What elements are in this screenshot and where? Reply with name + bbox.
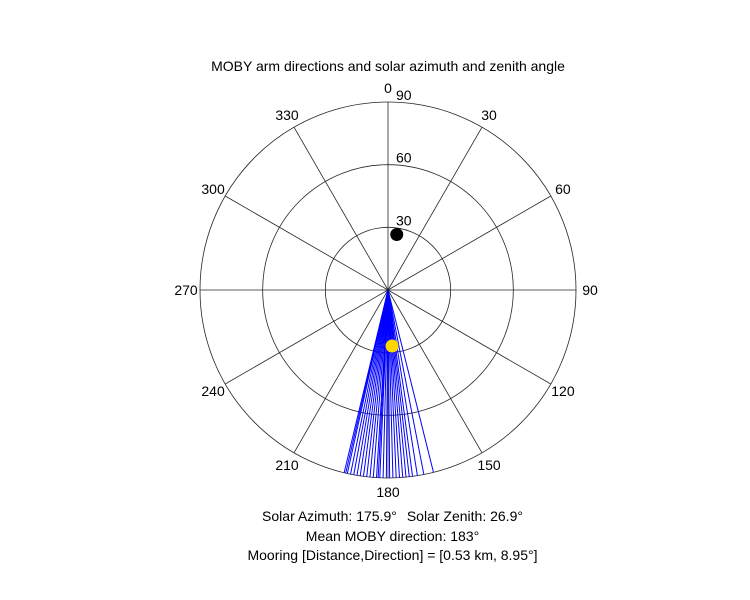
- solar-zenith-text: Solar Zenith: 26.9°: [406, 508, 523, 524]
- angle-tick-label: 30: [481, 107, 497, 123]
- grid-spoke-150: [387, 289, 483, 454]
- angle-tick-label: 180: [376, 484, 400, 500]
- arm-line: [387, 289, 434, 473]
- moby-arm-lines: [343, 289, 434, 478]
- arm-line: [387, 289, 400, 478]
- markers: [385, 227, 404, 353]
- arm-line: [387, 289, 397, 478]
- arm-line: [369, 289, 389, 478]
- arm-line: [387, 289, 414, 477]
- sun-marker: [385, 339, 399, 353]
- angle-tick-label: 330: [275, 107, 299, 123]
- arm-line: [387, 289, 425, 475]
- grid-spoke-300: [224, 195, 389, 291]
- radial-tick-label: 30: [396, 212, 412, 228]
- arm-line: [382, 289, 389, 478]
- arm-line: [387, 289, 394, 478]
- grid-spoke-30: [387, 126, 483, 291]
- grid-spoke-120: [387, 289, 552, 385]
- angle-tick-label: 90: [582, 282, 598, 298]
- arm-line: [343, 289, 389, 473]
- angle-tick-label: 60: [555, 181, 571, 197]
- arm-line: [372, 289, 389, 478]
- mooring-text: Mooring [Distance,Direction] = [0.53 km,…: [247, 547, 538, 563]
- chart-title: MOBY arm directions and solar azimuth an…: [211, 58, 565, 74]
- arm-line: [350, 289, 389, 475]
- solar-azimuth-text: Solar Azimuth: 175.9°: [262, 508, 397, 524]
- angle-tick-label: 120: [551, 383, 575, 399]
- arm-line: [366, 289, 389, 477]
- angle-tick-label: 210: [275, 457, 299, 473]
- angle-tick-label: 150: [477, 457, 501, 473]
- polar-grid: [199, 101, 577, 479]
- grid-spoke-210: [293, 289, 389, 454]
- grid-spoke-330: [293, 126, 389, 291]
- arm-line: [376, 289, 389, 478]
- arm-line: [359, 289, 389, 477]
- grid-spoke-60: [387, 195, 552, 291]
- angle-tick-label: 0: [384, 80, 392, 96]
- arm-line: [356, 289, 389, 476]
- mean-direction-text: Mean MOBY direction: 183°: [305, 528, 480, 544]
- angle-tick-label: 300: [201, 181, 225, 197]
- angle-tick-label: 240: [201, 383, 225, 399]
- solar-caption: Solar Azimuth: 175.9° Solar Zenith: 26.9°: [0, 508, 750, 524]
- grid-spoke-240: [224, 289, 389, 385]
- arm-line: [387, 289, 410, 477]
- arm-line: [387, 289, 407, 478]
- arm-line: [387, 289, 404, 478]
- radial-tick-label: 90: [396, 87, 412, 103]
- angle-tick-label: 270: [174, 282, 198, 298]
- tick-labels: 0 30 60 90 120 150 180 210 240 270 300 330 30 60 90: [174, 80, 598, 500]
- arm-line: [385, 289, 389, 478]
- arm-line: [387, 289, 418, 476]
- mooring-marker: [390, 227, 404, 241]
- arm-line: [387, 289, 391, 478]
- arm-line: [362, 289, 389, 477]
- arm-line: [353, 289, 389, 475]
- radial-tick-label: 60: [396, 150, 412, 166]
